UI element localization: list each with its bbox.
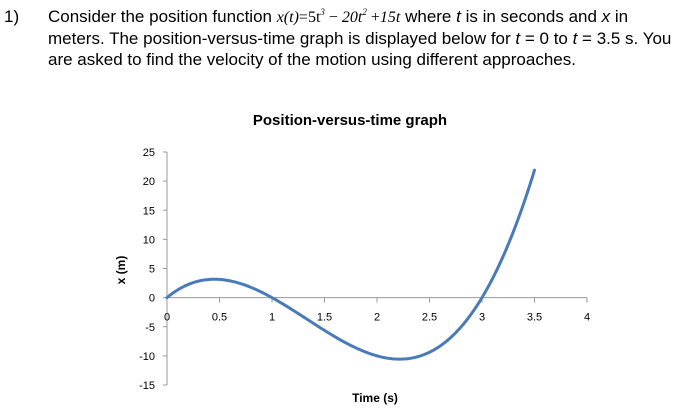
text-segment: is in seconds and (460, 7, 602, 26)
y-tick-label: 25 (143, 147, 155, 159)
y-tick-label: 15 (143, 205, 155, 217)
problem-line-3: are asked to find the velocity of the mo… (4, 49, 694, 70)
problem-text: 1) Consider the position function x(t)=5t… (4, 6, 694, 70)
x-tick-label: 3 (479, 312, 485, 324)
x-axis-label: Time (s) (352, 391, 398, 405)
variable-x: x (601, 7, 611, 26)
variable-t: t (572, 29, 578, 48)
formula-term1-exp: 3 (320, 7, 325, 17)
x-tick-label: 4 (584, 312, 590, 324)
formula-term1: 5t (307, 9, 321, 26)
y-tick-label: -10 (139, 351, 155, 363)
text-segment: Consider the position function (48, 7, 277, 26)
chart-series (165, 168, 536, 361)
formula-eq: = (298, 9, 308, 26)
text-segment: in (610, 7, 629, 26)
formula-term3: 15t (379, 9, 401, 26)
y-tick-label: 0 (149, 293, 155, 305)
position-formula: x(t)=5t3 − 20t2 +15t (276, 7, 401, 27)
x-tick-label: 0.5 (212, 312, 227, 324)
formula-op1: − (324, 9, 342, 26)
x-tick-label: 1.5 (317, 312, 332, 324)
formula-term2: 20t (341, 9, 363, 26)
x-tick-label: 3.5 (527, 312, 542, 324)
text-segment: = 0 to (520, 29, 573, 48)
y-tick-label: -15 (139, 380, 155, 392)
variable-t: t (515, 29, 521, 48)
y-tick-label: 5 (149, 264, 155, 276)
chart-ticks: 25 20 15 10 5 0 -5 -10 -15 0 0.5 1 1.5 2 2.5 3 3.5 4 (139, 147, 590, 392)
text-segment: are asked to find the velocity of the mo… (48, 50, 576, 69)
text-segment: = 3.5 s. You (577, 29, 672, 48)
text-segment: meters. The position-versus-time graph i… (48, 29, 516, 48)
y-tick-label: 10 (143, 234, 155, 246)
x-tick-label: 2.5 (422, 312, 437, 324)
formula-lhs: x(t) (276, 9, 299, 26)
formula-op2: + (366, 9, 380, 26)
problem-line-2: meters. The position-versus-time graph i… (4, 28, 694, 49)
text-segment: where (400, 7, 457, 26)
position-curve (165, 168, 536, 361)
problem-number: 1) (4, 7, 20, 26)
problem-line-1: 1) Consider the position function x(t)=5t… (4, 6, 694, 28)
y-tick-label: -5 (145, 322, 155, 334)
x-tick-label: 2 (374, 312, 380, 324)
x-tick-label: 0 (164, 312, 170, 324)
variable-t: t (456, 7, 461, 26)
y-tick-label: 20 (143, 176, 155, 188)
y-axis-label: x (m) (114, 256, 128, 285)
formula-term2-exp: 2 (362, 7, 367, 17)
chart-axes (166, 152, 587, 385)
x-tick-label: 1 (269, 312, 275, 324)
chart-title: Position-versus-time graph (253, 112, 447, 129)
